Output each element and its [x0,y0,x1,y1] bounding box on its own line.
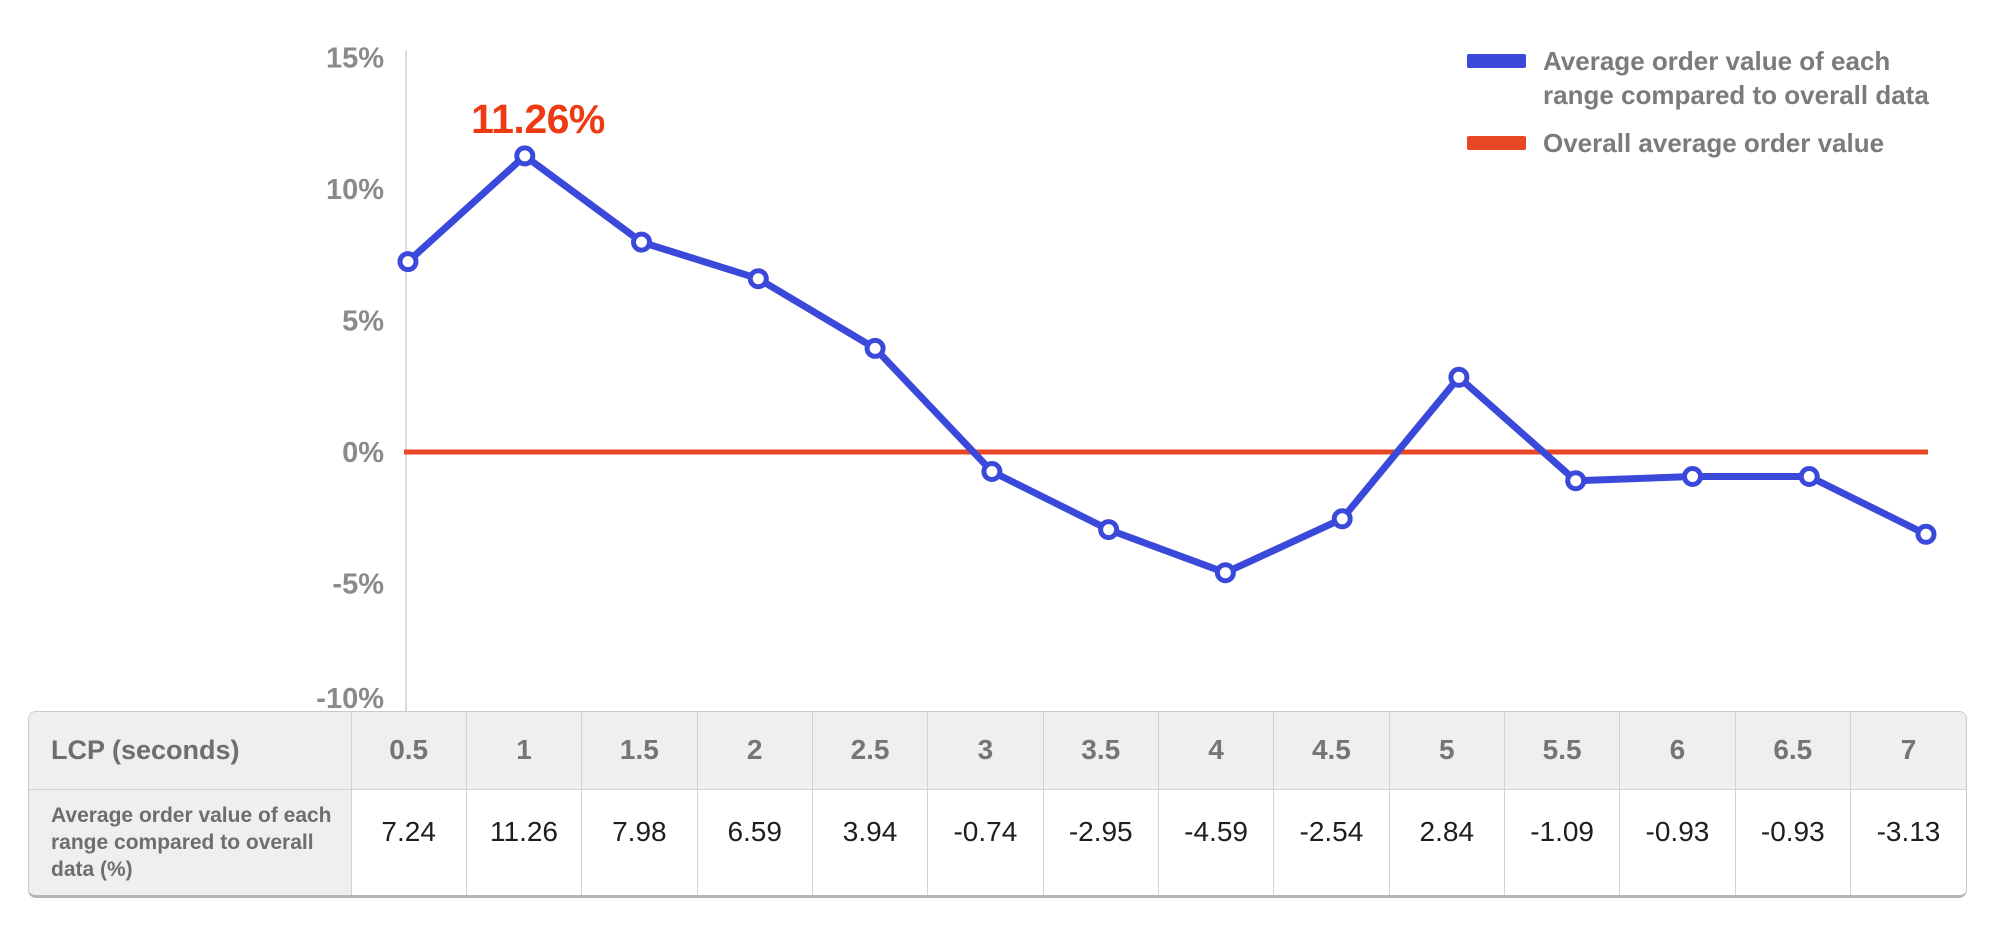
aov-row-header: Average order value of each range compar… [29,789,352,895]
legend-item-overall-average: Overall average order value [1467,126,1957,160]
lcp-value-cell: 5.5 [1504,712,1621,790]
data-point-marker [1565,470,1587,492]
aov-value-cell: 3.94 [812,789,929,895]
data-point-marker [747,268,769,290]
chart-legend: Average order value of each range compar… [1467,44,1957,160]
peak-value-annotation: 11.26% [471,96,605,142]
data-point-marker [1798,466,1820,487]
aov-value-cell: -0.74 [927,789,1044,895]
legend-swatch-blue [1467,54,1526,68]
aov-value-cell: 2.84 [1389,789,1505,895]
data-point-marker [981,461,1003,482]
aov-value-cell: -4.59 [1158,789,1275,895]
y-tick-label: 15% [326,43,384,75]
lcp-value-cell: 6 [1619,712,1736,790]
aov-value-cell: 7.98 [581,789,698,895]
aov-value-cell: -2.95 [1043,789,1159,895]
y-tick-label: 5% [342,306,384,338]
lcp-value-cell: 4 [1158,712,1275,790]
data-point-marker [514,145,536,167]
lcp-value-cell: 7 [1850,712,1966,790]
lcp-row-header: LCP (seconds) [29,712,352,790]
data-table: LCP (seconds) 0.5 1 1.5 2 2.5 3 3.5 4 4.5 5 5.5 6 6.… [29,712,1966,895]
data-point-marker [1448,366,1470,388]
lcp-value-cell: 0.5 [351,712,467,790]
lcp-value-cell: 1 [466,712,583,790]
y-tick-label: -10% [316,683,384,715]
aov-value-cell: 11.26 [466,789,583,895]
aov-line-series [404,152,1930,577]
legend-item-aov-range: Average order value of each range compar… [1467,44,1957,112]
legend-label: Overall average order value [1543,128,1885,158]
data-point-marker [1331,508,1353,530]
lcp-value-cell: 4.5 [1273,712,1390,790]
lcp-value-cell: 6.5 [1735,712,1851,790]
aov-row: Average order value of each range compar… [29,789,1966,895]
legend-label: Average order value of each range compar… [1543,46,1929,110]
lcp-value-cell: 3.5 [1043,712,1159,790]
y-tick-label: 0% [342,437,384,469]
aov-value-cell: -2.54 [1273,789,1390,895]
lcp-value-cell: 2 [697,712,813,790]
lcp-value-cell: 3 [927,712,1044,790]
data-point-marker [864,337,886,359]
data-table-container: LCP (seconds) 0.5 1 1.5 2 2.5 3 3.5 4 4.5 5 5.5 6 6.… [28,711,1967,898]
lcp-row: LCP (seconds) 0.5 1 1.5 2 2.5 3 3.5 4 4.5 5 5.5 6 6.… [29,712,1966,790]
y-tick-label: -5% [332,569,384,601]
data-point-marker [631,231,652,253]
data-point-marker [397,251,419,273]
legend-swatch-red [1467,136,1526,150]
data-point-marker [1214,562,1236,584]
aov-value-cell: -0.93 [1735,789,1851,895]
lcp-value-cell: 5 [1389,712,1505,790]
y-tick-label: 10% [326,174,384,206]
aov-value-cell: -0.93 [1619,789,1736,895]
aov-value-cell: 6.59 [697,789,813,895]
aov-value-cell: -1.09 [1504,789,1621,895]
aov-value-cell: 7.24 [351,789,467,895]
data-point-marker [1915,523,1937,545]
aov-value-cell: -3.13 [1850,789,1966,895]
data-point-marker [1098,519,1120,541]
lcp-value-cell: 2.5 [812,712,929,790]
data-point-marker [1682,466,1703,487]
lcp-value-cell: 1.5 [581,712,698,790]
